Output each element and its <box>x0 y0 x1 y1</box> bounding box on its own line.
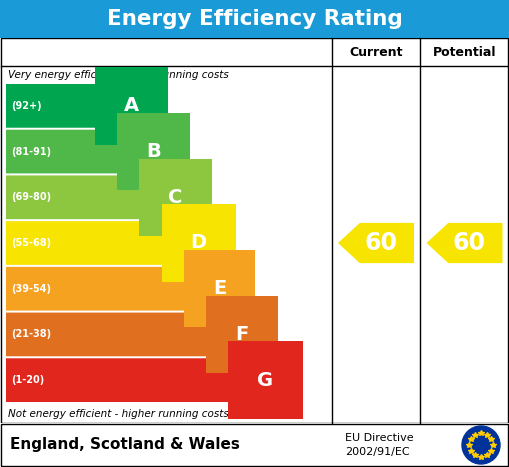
Text: A: A <box>124 96 139 115</box>
Text: C: C <box>168 188 183 207</box>
Text: England, Scotland & Wales: England, Scotland & Wales <box>10 438 240 453</box>
Text: 2002/91/EC: 2002/91/EC <box>345 447 410 457</box>
Polygon shape <box>6 84 121 127</box>
Text: (92+): (92+) <box>11 101 42 111</box>
Polygon shape <box>6 312 232 356</box>
Polygon shape <box>6 221 188 265</box>
Polygon shape <box>6 130 143 173</box>
Text: 60: 60 <box>364 231 398 255</box>
Polygon shape <box>6 176 165 219</box>
Polygon shape <box>427 223 502 263</box>
Text: E: E <box>213 279 226 298</box>
Text: (69-80): (69-80) <box>11 192 51 202</box>
Text: (1-20): (1-20) <box>11 375 44 385</box>
Bar <box>1 424 508 466</box>
Bar <box>0 0 509 38</box>
Text: (55-68): (55-68) <box>11 238 51 248</box>
Text: (39-54): (39-54) <box>11 284 51 294</box>
Polygon shape <box>6 358 254 402</box>
Text: Current: Current <box>349 45 403 58</box>
Text: B: B <box>146 142 161 161</box>
Polygon shape <box>6 267 210 311</box>
Circle shape <box>462 426 500 464</box>
Text: D: D <box>191 234 207 253</box>
Text: 60: 60 <box>453 231 486 255</box>
Bar <box>1 38 508 423</box>
Text: EU Directive: EU Directive <box>345 433 414 443</box>
Text: Not energy efficient - higher running costs: Not energy efficient - higher running co… <box>8 409 229 419</box>
Text: (81-91): (81-91) <box>11 147 51 156</box>
Bar <box>0 423 509 467</box>
Polygon shape <box>338 223 414 263</box>
Text: G: G <box>258 371 274 389</box>
Text: Potential: Potential <box>433 45 496 58</box>
Text: F: F <box>235 325 248 344</box>
Text: Very energy efficient - lower running costs: Very energy efficient - lower running co… <box>8 70 229 80</box>
Text: (21-38): (21-38) <box>11 329 51 340</box>
Text: Energy Efficiency Rating: Energy Efficiency Rating <box>106 9 403 29</box>
